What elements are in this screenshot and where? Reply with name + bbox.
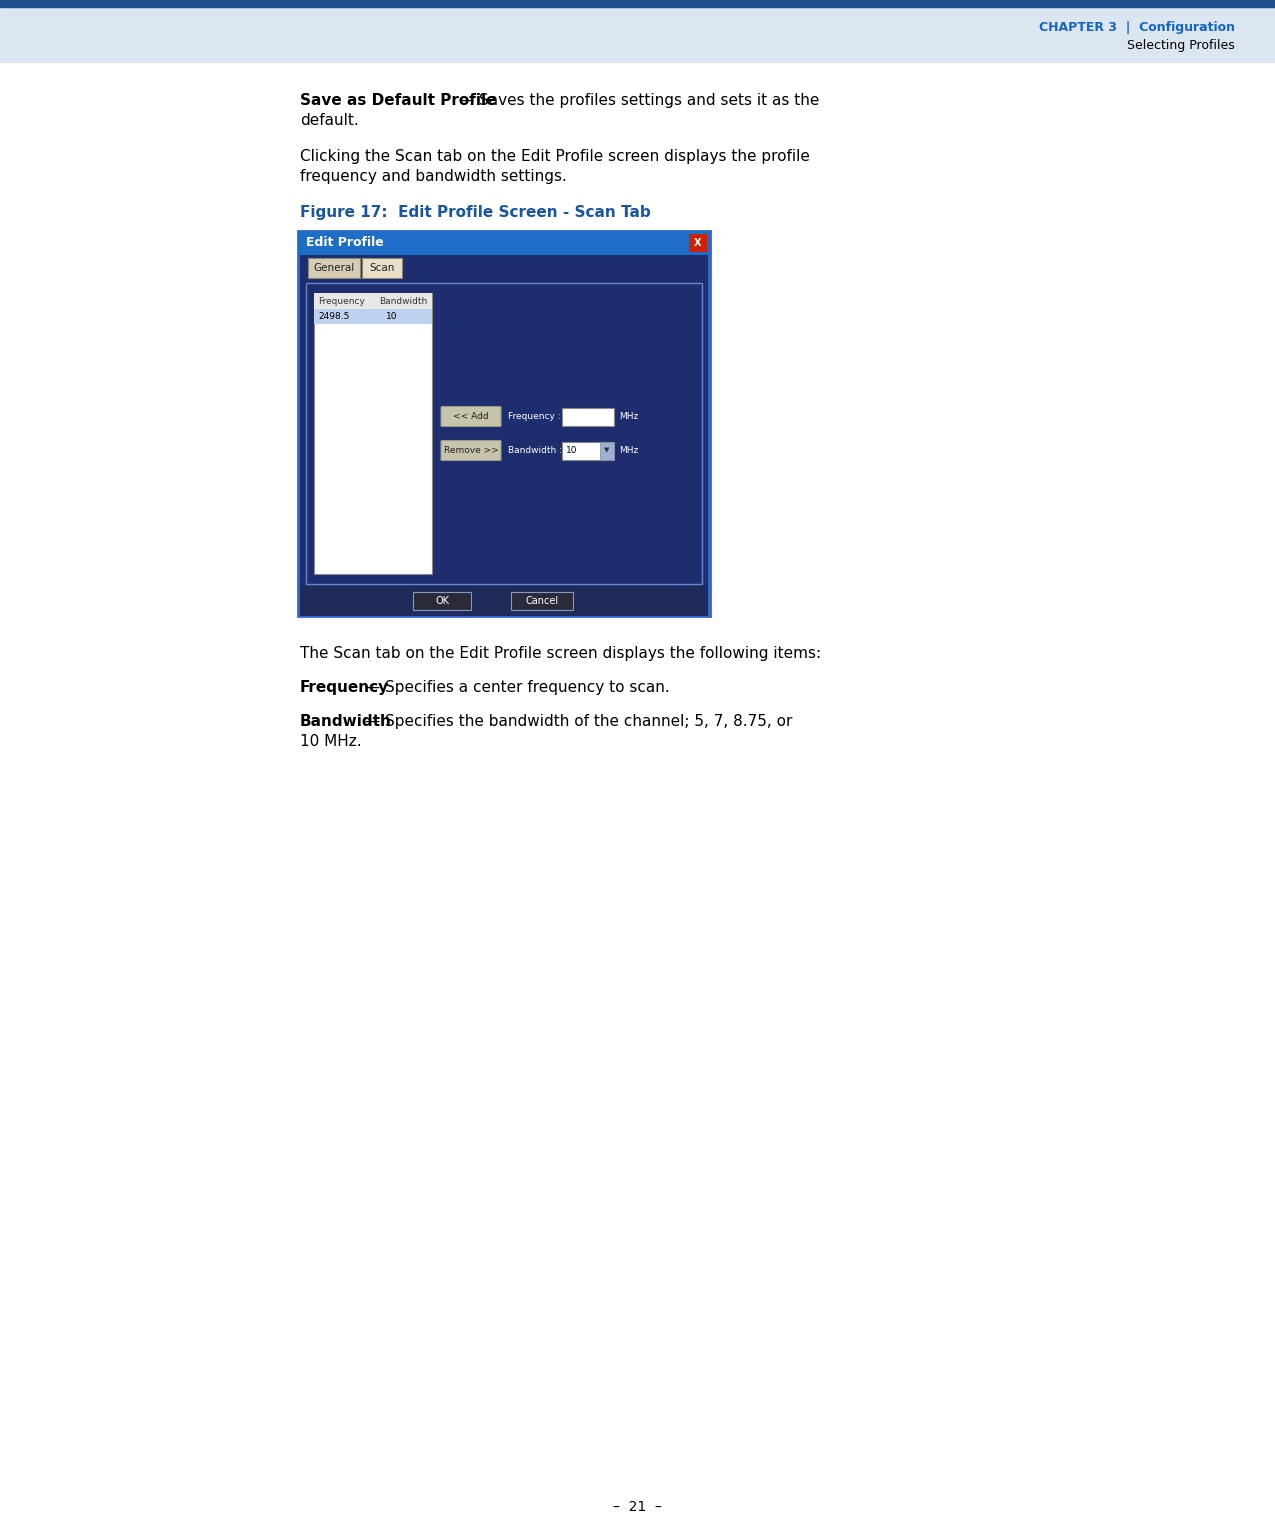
Bar (601, 441, 615, 460)
Bar (0, 0, 1275, 61)
Text: Clicking the Scan tab on the Edit Profile screen displays the profile: Clicking the Scan tab on the Edit Profil… (300, 149, 810, 164)
Text: X: X (695, 237, 701, 248)
Text: — Specifies the bandwidth of the channel; 5, 7, 8.75, or: — Specifies the bandwidth of the channel… (361, 714, 793, 729)
Bar (314, 309, 432, 323)
Text: MHz: MHz (618, 446, 639, 455)
Bar (300, 254, 708, 587)
Bar (0, 0, 1275, 8)
FancyBboxPatch shape (441, 406, 501, 426)
Text: MHz: MHz (618, 412, 639, 421)
Text: 10 MHz.: 10 MHz. (300, 734, 362, 749)
Text: — Saves the profiles settings and sets it as the: — Saves the profiles settings and sets i… (454, 93, 820, 107)
Text: Edit Profile: Edit Profile (306, 236, 384, 250)
Bar (562, 441, 615, 460)
Text: frequency and bandwidth settings.: frequency and bandwidth settings. (300, 169, 567, 184)
Bar (562, 408, 615, 426)
Text: Cancel: Cancel (525, 596, 558, 607)
Bar (300, 587, 708, 616)
Text: Save as Default Profile: Save as Default Profile (300, 93, 496, 107)
Bar (511, 591, 574, 610)
Bar (298, 231, 710, 616)
Bar (306, 283, 703, 584)
Bar (362, 257, 402, 277)
Text: — Specifies a center frequency to scan.: — Specifies a center frequency to scan. (361, 680, 671, 696)
Bar (298, 231, 710, 254)
Text: Figure 17:  Edit Profile Screen - Scan Tab: Figure 17: Edit Profile Screen - Scan Ta… (300, 205, 650, 221)
Bar (314, 293, 432, 574)
Bar (309, 257, 360, 277)
Text: << Add: << Add (453, 412, 488, 421)
Text: Frequency :: Frequency : (507, 412, 561, 421)
Text: Bandwidth: Bandwidth (300, 714, 391, 729)
Text: 2498.5: 2498.5 (317, 313, 349, 322)
Text: default.: default. (300, 113, 358, 129)
Text: Scan: Scan (370, 264, 395, 273)
Text: Frequency: Frequency (300, 680, 389, 696)
Text: Selecting Profiles: Selecting Profiles (1127, 38, 1235, 52)
Text: General: General (314, 264, 354, 273)
Text: OK: OK (435, 596, 449, 607)
Text: –  21  –: – 21 – (613, 1500, 662, 1514)
Text: 10: 10 (566, 446, 578, 455)
Bar (413, 591, 472, 610)
Text: CHAPTER 3  |  Configuration: CHAPTER 3 | Configuration (1039, 21, 1235, 34)
Text: Bandwidth :: Bandwidth : (507, 446, 562, 455)
Bar (300, 254, 708, 280)
Text: The Scan tab on the Edit Profile screen displays the following items:: The Scan tab on the Edit Profile screen … (300, 647, 821, 660)
Text: Frequency: Frequency (317, 297, 365, 305)
Text: 10: 10 (386, 313, 398, 322)
Bar (314, 293, 432, 309)
Text: Remove >>: Remove >> (444, 446, 499, 455)
Bar (688, 234, 708, 251)
Text: Bandwidth: Bandwidth (379, 297, 427, 305)
FancyBboxPatch shape (441, 441, 501, 461)
Text: ▼: ▼ (604, 447, 609, 453)
